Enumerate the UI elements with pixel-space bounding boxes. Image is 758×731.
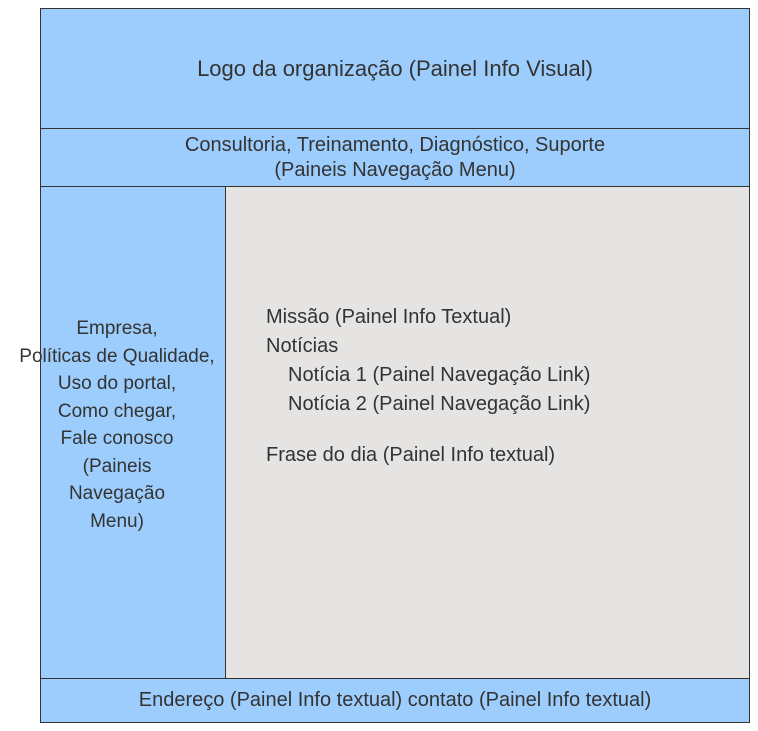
content-gap bbox=[266, 419, 749, 441]
top-nav-caption: (Paineis Navegação Menu) bbox=[274, 158, 515, 183]
content-panel: Missão (Painel Info Textual) Notícias No… bbox=[226, 187, 749, 678]
phrase-of-day: Frase do dia (Painel Info textual) bbox=[266, 441, 749, 470]
sidebar-line-empresa: Empresa, bbox=[7, 315, 227, 343]
sidebar-caption-3: Menu) bbox=[7, 508, 227, 536]
middle-row: Empresa, Políticas de Qualidade, Uso do … bbox=[41, 187, 749, 678]
top-nav-items: Consultoria, Treinamento, Diagnóstico, S… bbox=[185, 133, 605, 158]
logo-text: Logo da organização (Painel Info Visual) bbox=[197, 56, 593, 82]
sidebar-caption-1: (Paineis bbox=[7, 453, 227, 481]
header-logo-panel: Logo da organização (Painel Info Visual) bbox=[41, 9, 749, 129]
news-item-2: Notícia 2 (Painel Navegação Link) bbox=[266, 390, 749, 419]
top-nav-panel: Consultoria, Treinamento, Diagnóstico, S… bbox=[41, 129, 749, 187]
wireframe-layout: Logo da organização (Painel Info Visual)… bbox=[40, 8, 750, 723]
footer-text: Endereço (Painel Info textual) contato (… bbox=[139, 689, 652, 712]
sidebar-line-politicas: Políticas de Qualidade, bbox=[7, 343, 227, 371]
sidebar-panel: Empresa, Políticas de Qualidade, Uso do … bbox=[41, 187, 226, 678]
news-item-1: Notícia 1 (Painel Navegação Link) bbox=[266, 361, 749, 390]
sidebar-line-uso: Uso do portal, bbox=[7, 370, 227, 398]
sidebar-text-block: Empresa, Políticas de Qualidade, Uso do … bbox=[7, 315, 227, 535]
footer-panel: Endereço (Painel Info textual) contato (… bbox=[41, 678, 749, 722]
sidebar-line-chegar: Como chegar, bbox=[7, 398, 227, 426]
sidebar-line-fale: Fale conosco bbox=[7, 425, 227, 453]
news-header: Notícias bbox=[266, 332, 749, 361]
mission-line: Missão (Painel Info Textual) bbox=[266, 303, 749, 332]
sidebar-caption-2: Navegação bbox=[7, 480, 227, 508]
